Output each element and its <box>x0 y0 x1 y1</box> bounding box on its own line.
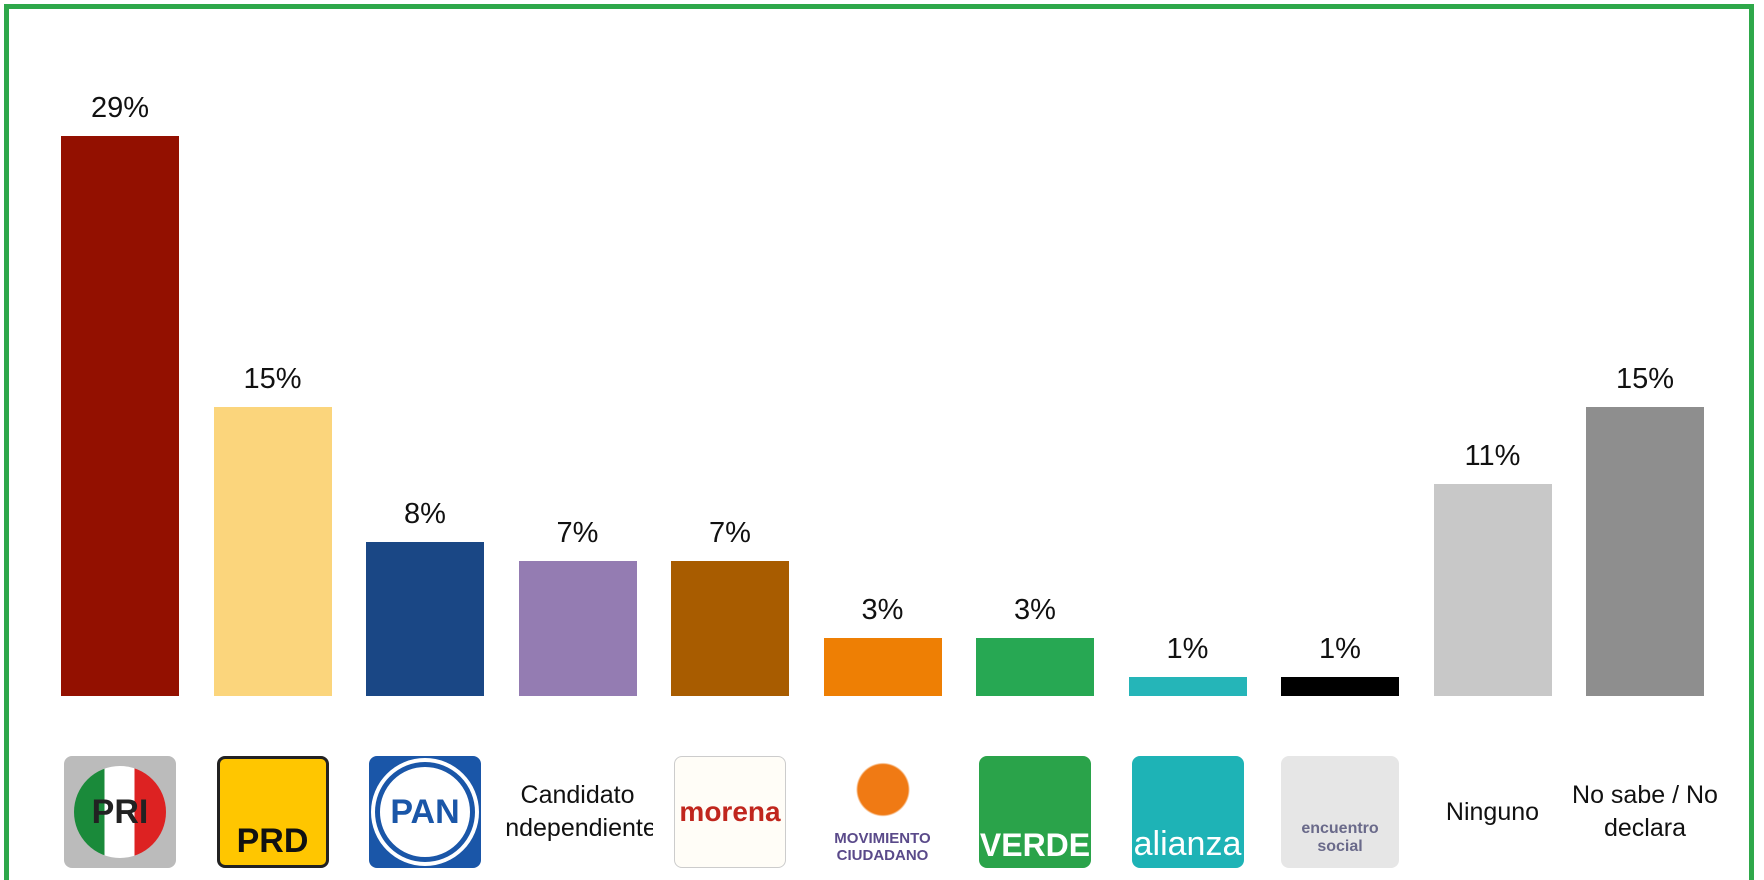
party-logo: encuentro social <box>1281 756 1399 868</box>
value-label: 8% <box>404 497 446 530</box>
category-label: No sabe / No declara <box>1572 781 1718 842</box>
bar <box>213 406 332 696</box>
logo-text: PAN <box>375 762 475 862</box>
value-label: 29% <box>90 92 150 125</box>
bar <box>1586 406 1704 696</box>
value-label: 15% <box>243 362 302 395</box>
value-label: 11% <box>1464 439 1521 472</box>
bar <box>1433 483 1552 696</box>
value-label: 1% <box>1166 632 1209 665</box>
party-logo: PAN <box>369 756 481 868</box>
value-label: 7% <box>556 516 599 549</box>
bar <box>823 638 942 696</box>
value-label: 7% <box>709 516 751 549</box>
party-logo: PRI <box>64 756 176 868</box>
bar <box>671 560 789 696</box>
category-label: Ninguno <box>1445 797 1540 826</box>
value-label: 3% <box>1014 594 1056 627</box>
category-label: Candidato Independiente <box>502 781 653 842</box>
bar <box>61 136 179 696</box>
party-logo: MOVIMIENTO CIUDADANO <box>826 756 939 868</box>
value-label: 15% <box>1615 362 1675 395</box>
bar <box>366 541 484 696</box>
party-logo: VERDE <box>979 756 1091 868</box>
bar <box>518 560 637 696</box>
value-label: 1% <box>1319 632 1361 665</box>
party-logo: morena <box>674 756 786 868</box>
bar <box>1281 676 1399 696</box>
bar <box>976 638 1094 696</box>
chart-frame <box>4 4 1754 880</box>
party-logo: alianza <box>1131 756 1244 868</box>
party-logo: PRD <box>216 756 329 868</box>
value-label: 3% <box>861 594 904 627</box>
bar <box>1128 676 1247 696</box>
logo-text: PRI <box>74 766 166 858</box>
